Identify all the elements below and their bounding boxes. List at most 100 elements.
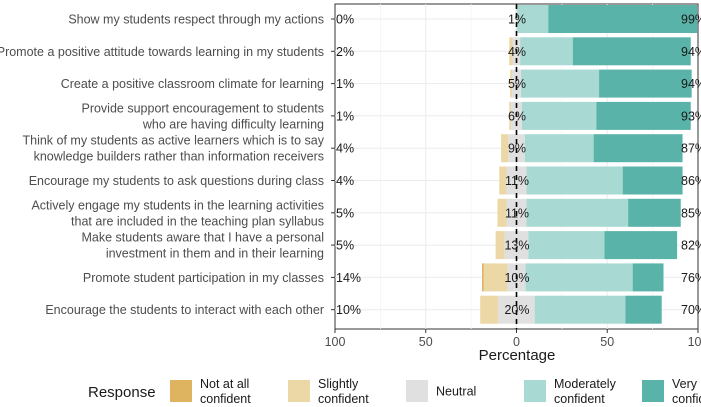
legend-label: Not at all — [200, 377, 249, 391]
bar-slightly — [495, 231, 505, 260]
bar-slightly — [483, 263, 508, 292]
bars — [480, 5, 698, 324]
category-label: that are included in the teaching plan s… — [71, 214, 324, 228]
x-tick-label: 50 — [419, 335, 433, 349]
low-percent-label: 14% — [336, 271, 361, 285]
category-label: who are having difficulty learning — [142, 117, 324, 131]
neutral-percent-label: 9% — [508, 142, 526, 156]
high-percent-label: 94% — [681, 45, 701, 59]
bar-slightly — [499, 166, 507, 195]
bar-moderately — [528, 231, 605, 260]
category-label: Promote student participation in my clas… — [83, 271, 324, 285]
low-percent-label: 5% — [336, 239, 354, 253]
high-percent-label: 94% — [681, 77, 701, 91]
legend: Response Not at allconfidentSlightlyconfi… — [88, 377, 701, 406]
x-tick-label: 0 — [513, 335, 520, 349]
category-label: Create a positive classroom climate for … — [61, 77, 324, 91]
category-label: investment in them and in their learning — [106, 247, 324, 261]
category-label: Encourage my students to ask questions d… — [29, 174, 324, 188]
bar-neutral — [511, 69, 522, 98]
high-percent-label: 99% — [681, 13, 701, 27]
bar-moderately — [521, 101, 597, 130]
legend-key-slightly — [288, 380, 310, 402]
bar-very — [548, 5, 698, 33]
high-percent-label: 82% — [681, 239, 701, 253]
bar-moderately — [526, 166, 623, 195]
legend-label: confident — [554, 392, 605, 406]
low-percent-label: 1% — [336, 109, 354, 123]
category-label: Provide support encouragement to student… — [81, 101, 324, 115]
bar-moderately — [526, 198, 629, 227]
category-label: Think of my students as active learners … — [22, 134, 324, 148]
bar-slightly — [480, 295, 499, 324]
low-percent-label: 4% — [336, 142, 354, 156]
low-percent-label: 1% — [336, 77, 354, 91]
bar-very — [593, 134, 683, 163]
low-percent-label: 10% — [336, 303, 361, 317]
high-percent-label: 70% — [681, 303, 701, 317]
legend-key-neutral — [406, 380, 428, 402]
bar-very — [628, 198, 681, 227]
neutral-percent-label: 4% — [508, 45, 526, 59]
category-label: Show my students respect through my acti… — [68, 13, 324, 27]
neutral-percent-label: 5% — [508, 77, 526, 91]
category-label: Promote a positive attitude towards lear… — [0, 45, 324, 59]
labels: Show my students respect through my acti… — [0, 13, 701, 318]
legend-label: Moderately — [554, 377, 617, 391]
legend-label: Neutral — [436, 385, 476, 399]
bar-very — [622, 166, 683, 195]
legend-key-very — [642, 380, 664, 402]
category-label: knowledge builders rather than informati… — [34, 150, 324, 164]
high-percent-label: 93% — [681, 109, 701, 123]
bar-very — [604, 231, 678, 260]
bar-slightly — [509, 101, 512, 130]
bar-slightly — [509, 37, 513, 66]
x-tick-label: 100 — [325, 335, 346, 349]
high-percent-label: 86% — [681, 174, 701, 188]
bar-very — [572, 37, 691, 66]
bar-neutral — [504, 231, 529, 260]
bar-slightly — [497, 198, 507, 227]
x-tick-label: 100 — [688, 335, 701, 349]
legend-label: confident — [200, 392, 251, 406]
x-tick-label: 50 — [600, 335, 614, 349]
high-percent-label: 85% — [681, 206, 701, 220]
neutral-percent-label: 1% — [508, 13, 526, 27]
neutral-percent-label: 10% — [504, 271, 529, 285]
category-label: Actively engage my students in the learn… — [31, 198, 324, 212]
low-percent-label: 4% — [336, 174, 354, 188]
bar-very — [599, 69, 692, 98]
legend-key-moderately — [524, 380, 546, 402]
low-percent-label: 2% — [336, 45, 354, 59]
x-axis-title: Percentage — [479, 347, 556, 364]
legend-title: Response — [88, 384, 156, 401]
bar-moderately — [525, 263, 633, 292]
bar-moderately — [524, 134, 594, 163]
bar-moderately — [520, 37, 573, 66]
neutral-percent-label: 20% — [504, 303, 529, 317]
legend-label: confident — [318, 392, 369, 406]
bar-slightly — [501, 134, 509, 163]
bar-moderately — [534, 295, 626, 324]
neutral-percent-label: 11% — [505, 174, 529, 188]
bar-neutral — [506, 166, 527, 195]
high-percent-label: 76% — [681, 271, 701, 285]
bar-neutral — [515, 5, 518, 33]
legend-label: Very — [672, 377, 698, 391]
bar-very — [625, 295, 662, 324]
bar-not-at-all — [482, 263, 484, 292]
bar-slightly — [510, 69, 512, 98]
bar-moderately — [521, 69, 600, 98]
neutral-percent-label: 13% — [504, 239, 529, 253]
legend-label: Slightly — [318, 377, 359, 391]
neutral-percent-label: 6% — [508, 109, 526, 123]
bar-moderately — [517, 5, 549, 33]
bar-very — [596, 101, 691, 130]
low-percent-label: 0% — [336, 13, 354, 27]
category-label: Encourage the students to interact with … — [45, 303, 324, 317]
legend-key-not-at-all — [170, 380, 192, 402]
legend-label: confident — [672, 392, 701, 406]
bar-very — [632, 263, 664, 292]
neutral-percent-label: 11% — [505, 206, 529, 220]
